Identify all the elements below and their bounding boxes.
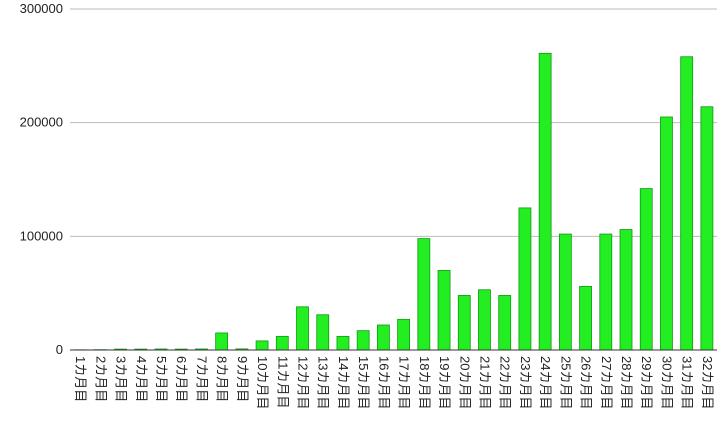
bar [437,270,451,351]
bar [478,289,491,351]
bar [275,335,289,351]
x-tick-label: 13カ月目 [316,356,331,409]
bar [639,188,653,351]
x-tick-label: 32カ月目 [700,356,715,409]
x-tick-label: 18カ月目 [417,356,432,409]
bar [336,335,350,351]
x-tick-label: 1カ月目 [73,356,88,402]
x-tick-label: 31カ月目 [680,356,695,409]
x-tick-label: 11カ月目 [275,356,290,409]
x-tick-label: 5カ月目 [154,356,169,402]
bar [680,56,694,351]
y-tick-label: 100000 [20,228,63,243]
bar [296,306,309,351]
x-tick-label: 6カ月目 [174,356,189,402]
x-tick-label: 27カ月目 [599,356,614,409]
bar [397,318,411,351]
bar [558,233,572,351]
x-tick-label: 4カ月目 [134,356,149,402]
x-tick-label: 21カ月目 [477,356,492,409]
x-tick-label: 2カ月目 [93,356,108,402]
bar [376,324,390,351]
x-tick-label: 3カ月目 [114,356,129,402]
x-tick-label: 14カ月目 [336,356,351,409]
y-tick-label: 200000 [20,115,63,130]
x-tick-label: 29カ月目 [639,356,654,409]
x-tick-label: 24カ月目 [538,356,553,409]
bar [538,52,552,351]
x-tick-label: 25カ月目 [558,356,573,409]
x-tick-label: 12カ月目 [296,356,311,409]
bar [215,332,229,351]
y-tick-label: 300000 [20,1,63,16]
bar [316,314,330,351]
x-tick-label: 17カ月目 [397,356,412,409]
bar [518,207,532,351]
x-tick-label: 16カ月目 [376,356,391,409]
x-tick-label: 15カ月目 [356,356,371,409]
x-tick-label: 26カ月目 [579,356,594,409]
x-tick-label: 8カ月目 [215,356,230,402]
bar [579,285,592,351]
y-tick-label: 0 [56,342,63,357]
bar [599,233,613,351]
x-tick-label: 30カ月目 [659,356,674,409]
bar [619,229,633,351]
bar [417,238,431,351]
bar [457,295,471,351]
bar [660,116,673,351]
x-tick-label: 19カ月目 [437,356,452,409]
bar [356,330,370,351]
x-tick-label: 28カ月目 [619,356,634,409]
x-tick-label: 22カ月目 [498,356,513,409]
bar [498,295,512,351]
x-tick-label: 23カ月目 [518,356,533,409]
x-tick-label: 20カ月目 [457,356,472,409]
x-tick-label: 7カ月目 [194,356,209,402]
bar [255,340,269,351]
bar [700,106,714,351]
x-tick-label: 9カ月目 [235,356,250,402]
x-tick-label: 10カ月目 [255,356,270,409]
